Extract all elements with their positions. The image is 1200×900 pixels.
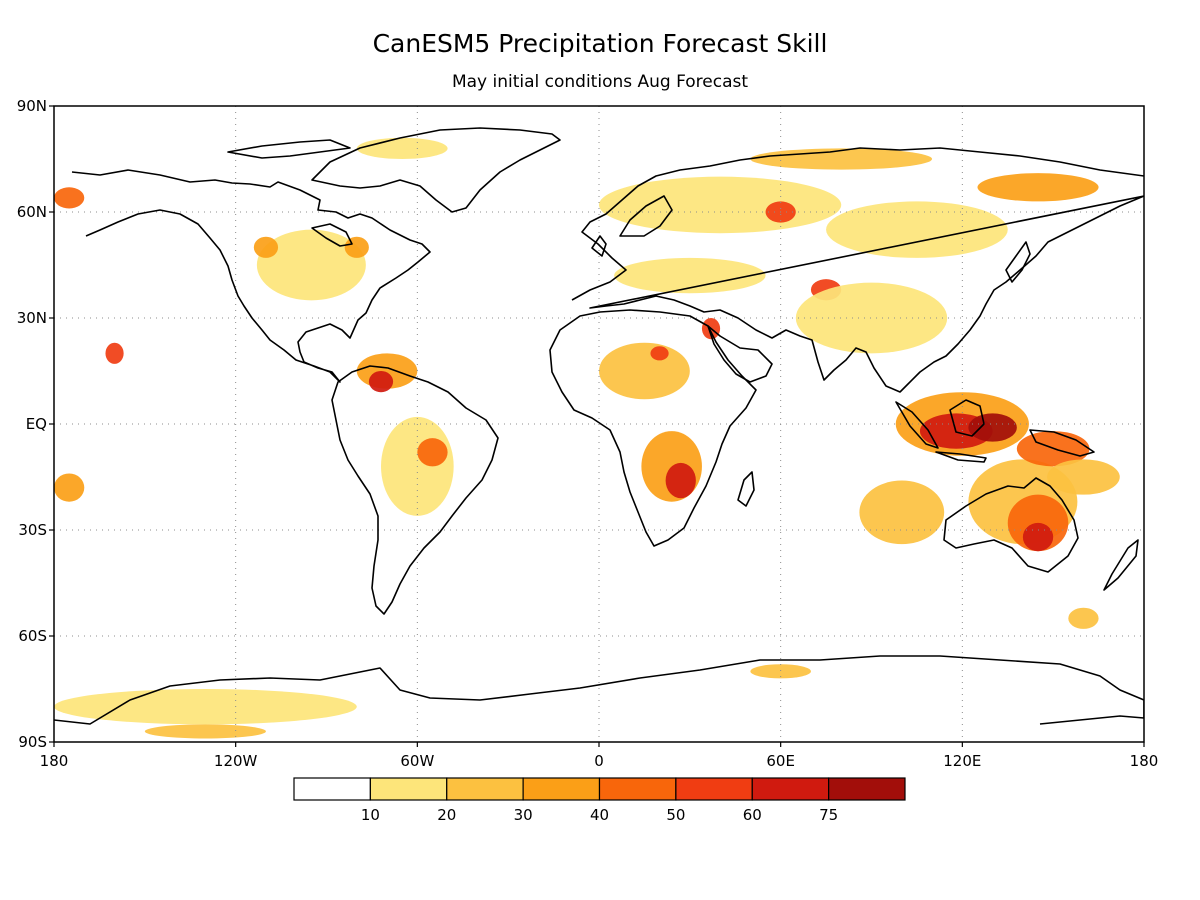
skill-fields <box>54 137 1120 739</box>
legend-swatch <box>675 777 753 801</box>
coastline-antarctica <box>54 655 1144 725</box>
skill-region-6 <box>968 413 1017 442</box>
legend-swatch <box>293 777 371 801</box>
map-subtitle: May initial conditions Aug Forecast <box>452 72 748 92</box>
coastline-sumatra <box>895 401 939 449</box>
coastline-britain <box>591 235 607 257</box>
coastline-arctic-islands <box>227 139 351 159</box>
color-legend: 10 20 30 40 50 60 75 <box>293 777 906 824</box>
skill-region-24 <box>54 473 85 502</box>
skill-region-34 <box>144 724 266 739</box>
skill-region-31 <box>795 282 948 354</box>
coastline-arabia <box>707 325 773 383</box>
coastline-australia <box>943 477 1079 573</box>
skill-region-36 <box>1068 607 1099 629</box>
latitude-labels: 90N 60N 30N EQ 30S 60S 90S <box>17 97 54 751</box>
gridlines <box>54 106 1144 742</box>
skill-region-35 <box>750 664 811 679</box>
skill-region-27 <box>826 201 1008 258</box>
skill-region-28 <box>977 173 1099 202</box>
legend-swatch <box>522 777 601 801</box>
lon-label: 180 <box>1130 752 1159 770</box>
lat-label: 90S <box>18 733 47 751</box>
coastline-new-guinea <box>1029 429 1095 457</box>
skill-region-32 <box>614 257 766 294</box>
coastline-north-america <box>71 169 431 383</box>
legend-threshold-label: 10 <box>361 806 380 824</box>
legend-threshold-label: 50 <box>666 806 685 824</box>
skill-region-33 <box>54 689 357 725</box>
legend-threshold-label: 75 <box>819 806 838 824</box>
legend-threshold-label: 60 <box>743 806 762 824</box>
skill-region-19 <box>256 229 366 301</box>
coastline-madagascar <box>737 471 755 507</box>
lat-label: 30N <box>17 309 47 327</box>
skill-region-11 <box>599 342 690 400</box>
legend-swatch <box>446 777 524 801</box>
legend-swatch <box>751 777 830 801</box>
lat-label: 60S <box>18 627 47 645</box>
legend-swatch <box>828 777 906 801</box>
longitude-labels: 180 120W 60W 0 60E 120E 180 <box>40 742 1159 770</box>
skill-region-10 <box>665 462 696 499</box>
lon-label: 60E <box>766 752 795 770</box>
skill-region-30 <box>356 137 448 159</box>
coastline-eurasia <box>571 147 1144 393</box>
skill-region-22 <box>105 342 124 364</box>
map-title: CanESM5 Precipitation Forecast Skill <box>373 29 828 58</box>
lat-label: 60N <box>17 203 47 221</box>
legend-swatch <box>598 777 677 801</box>
coastline-hudson-bay <box>311 223 353 247</box>
lat-label: 90N <box>17 97 47 115</box>
skill-region-29 <box>750 148 933 170</box>
legend-threshold-label: 40 <box>590 806 609 824</box>
plot-area <box>54 106 1144 742</box>
coastline-scandinavia <box>619 195 673 237</box>
lat-label: 30S <box>18 521 47 539</box>
coastline-africa <box>549 309 757 547</box>
lon-label: 120E <box>943 752 981 770</box>
coastline-java <box>935 451 987 463</box>
skill-region-16 <box>368 371 394 393</box>
lon-label: 180 <box>40 752 69 770</box>
coastline-japan <box>1005 241 1031 283</box>
skill-region-20 <box>344 236 369 258</box>
lon-label: 60W <box>400 752 434 770</box>
skill-region-3 <box>1022 522 1054 552</box>
coastline-south-america <box>331 365 499 615</box>
lat-label: EQ <box>26 415 47 433</box>
coastline-new-zealand <box>1103 539 1139 591</box>
legend-swatch <box>369 777 448 801</box>
skill-region-8 <box>1047 459 1120 495</box>
skill-region-18 <box>417 438 448 467</box>
coastlines <box>54 127 1144 725</box>
skill-region-23 <box>54 187 85 209</box>
lon-label: 0 <box>594 752 604 770</box>
lon-label: 120W <box>214 752 258 770</box>
legend-threshold-label: 30 <box>514 806 533 824</box>
legend-threshold-label: 20 <box>437 806 456 824</box>
skill-region-12 <box>650 346 669 361</box>
skill-region-0 <box>859 480 945 545</box>
skill-region-25 <box>599 176 842 234</box>
skill-region-21 <box>253 236 279 258</box>
coastline-greenland <box>311 127 561 213</box>
coastline-borneo <box>949 399 985 437</box>
